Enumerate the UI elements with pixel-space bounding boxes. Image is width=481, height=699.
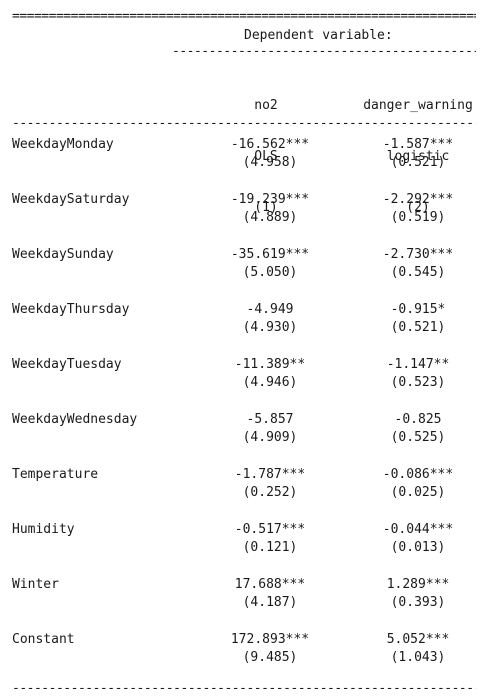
std-error-col-2: (0.545)	[390, 265, 446, 280]
column-header-2: danger_warning logistic (2)	[356, 63, 480, 250]
coefficient-col-2: -2.292***	[382, 192, 454, 207]
std-error-col-1: (9.485)	[242, 650, 298, 665]
header-rule: ----------------------------------------…	[12, 117, 476, 130]
table-row: WeekdayMonday -16.562*** (4.958) -1.587*** (…	[0, 137, 481, 177]
std-error-col-2: (0.393)	[390, 595, 446, 610]
table-row: WeekdayTuesday -11.389** (4.946) -1.147** (0…	[0, 357, 481, 397]
table-row: WeekdayWednesday -5.857 (4.909) -0.825 (0.52…	[0, 412, 481, 452]
coefficient-col-2: -0.044***	[382, 522, 454, 537]
table-row: Humidity -0.517*** (0.121) -0.044*** (0.013)	[0, 522, 481, 562]
coefficient-col-1: -5.857	[246, 412, 294, 427]
coefficient-col-1: -4.949	[246, 302, 294, 317]
column-header-1: no2 OLS (1)	[230, 63, 302, 250]
dependent-variable-rule: ----------------------------------------…	[172, 45, 476, 58]
coefficient-col-1: -0.517***	[234, 522, 306, 537]
std-error-col-1: (4.909)	[242, 430, 298, 445]
variable-name: WeekdaySunday	[12, 247, 114, 262]
std-error-col-1: (4.889)	[242, 210, 298, 225]
table-row: Winter 17.688*** (4.187) 1.289*** (0.393)	[0, 577, 481, 617]
table-row: Constant 172.893*** (9.485) 5.052*** (1.043)	[0, 632, 481, 672]
coefficient-col-1: 17.688***	[234, 577, 306, 592]
table-row: WeekdaySaturday -19.239*** (4.889) -2.292**…	[0, 192, 481, 232]
coefficient-col-2: -1.587***	[382, 137, 454, 152]
std-error-col-2: (0.521)	[390, 155, 446, 170]
coefficient-col-1: 172.893***	[230, 632, 310, 647]
variable-name: Temperature	[12, 467, 99, 482]
coefficient-col-2: 5.052***	[386, 632, 450, 647]
table-row: WeekdayThursday -4.949 (4.930) -0.915* (0.52…	[0, 302, 481, 342]
std-error-col-2: (0.519)	[390, 210, 446, 225]
coefficient-col-1: -35.619***	[230, 247, 310, 262]
coefficient-col-2: 1.289***	[386, 577, 450, 592]
std-error-col-1: (4.958)	[242, 155, 298, 170]
coefficient-col-1: -19.239***	[230, 192, 310, 207]
table-row: WeekdaySunday -35.619*** (5.050) -2.730*** (…	[0, 247, 481, 287]
column-number: (1)	[254, 200, 278, 215]
coefficient-col-1: -1.787***	[234, 467, 306, 482]
column-number: (2)	[406, 200, 430, 215]
column-name: danger_warning	[363, 98, 473, 113]
top-double-rule: ========================================…	[12, 10, 476, 23]
table-row: Temperature -1.787*** (0.252) -0.086*** (0.0…	[0, 467, 481, 507]
coefficient-col-2: -0.915*	[390, 302, 446, 317]
std-error-col-1: (0.121)	[242, 540, 298, 555]
coefficient-col-2: -0.086***	[382, 467, 454, 482]
variable-name: WeekdayThursday	[12, 302, 130, 317]
variable-name: Constant	[12, 632, 75, 647]
coefficient-col-1: -16.562***	[230, 137, 310, 152]
std-error-col-1: (4.187)	[242, 595, 298, 610]
coefficient-col-2: -2.730***	[382, 247, 454, 262]
coefficient-col-2: -0.825	[394, 412, 442, 427]
variable-name: WeekdayTuesday	[12, 357, 122, 372]
column-name: no2	[254, 98, 278, 113]
bottom-rule: ----------------------------------------…	[12, 682, 476, 695]
variable-name: WeekdaySaturday	[12, 192, 130, 207]
dependent-variable-label: Dependent variable:	[244, 28, 393, 43]
std-error-col-1: (4.930)	[242, 320, 298, 335]
column-model: OLS	[254, 149, 278, 164]
variable-name: Winter	[12, 577, 59, 592]
coefficient-col-2: -1.147**	[386, 357, 450, 372]
column-model: logistic	[386, 149, 450, 164]
std-error-col-2: (0.525)	[390, 430, 446, 445]
coefficient-col-1: -11.389**	[234, 357, 306, 372]
std-error-col-1: (0.252)	[242, 485, 298, 500]
std-error-col-1: (4.946)	[242, 375, 298, 390]
std-error-col-2: (0.523)	[390, 375, 446, 390]
variable-name: WeekdayWednesday	[12, 412, 138, 427]
std-error-col-2: (0.521)	[390, 320, 446, 335]
std-error-col-2: (1.043)	[390, 650, 446, 665]
variable-name: WeekdayMonday	[12, 137, 114, 152]
std-error-col-2: (0.025)	[390, 485, 446, 500]
variable-name: Humidity	[12, 522, 75, 537]
std-error-col-2: (0.013)	[390, 540, 446, 555]
std-error-col-1: (5.050)	[242, 265, 298, 280]
